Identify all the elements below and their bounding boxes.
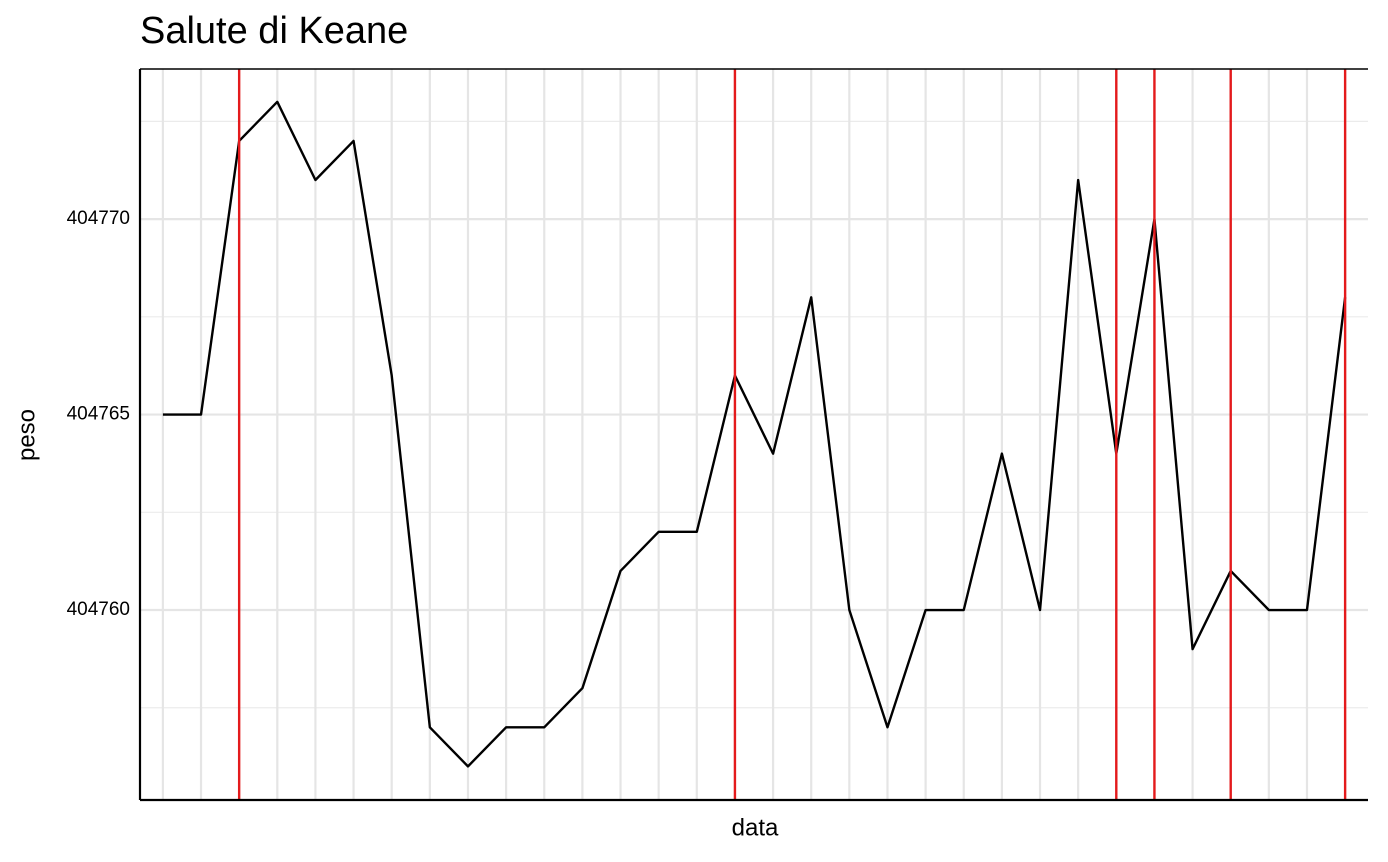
x-axis-label: data: [732, 814, 779, 841]
y-axis-label: peso: [13, 409, 40, 461]
y-tick-label: 404760: [67, 599, 130, 620]
y-tick-label: 404765: [67, 404, 130, 425]
line-series: [162, 100, 1347, 768]
chart-title: Salute di Keane: [140, 10, 408, 52]
y-tick-label: 404770: [67, 208, 130, 229]
